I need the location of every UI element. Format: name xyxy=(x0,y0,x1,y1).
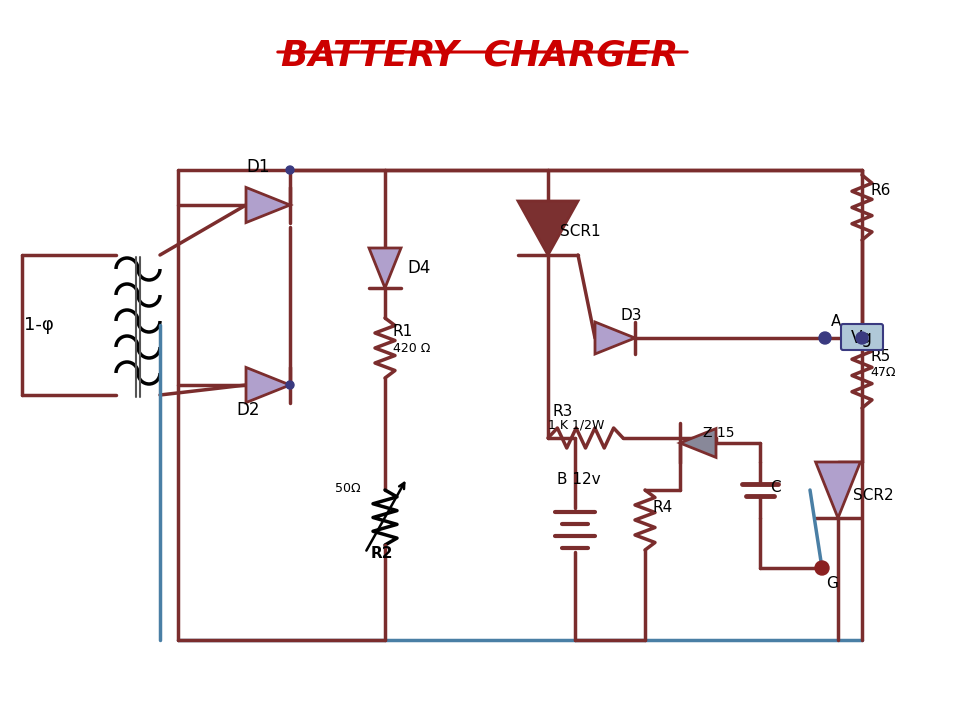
Polygon shape xyxy=(246,367,290,402)
Text: D4: D4 xyxy=(407,259,430,277)
Text: R4: R4 xyxy=(653,500,673,515)
Text: D1: D1 xyxy=(247,158,270,176)
Text: Vg: Vg xyxy=(852,329,873,347)
Text: R2: R2 xyxy=(371,546,394,561)
Circle shape xyxy=(286,381,294,389)
Text: C: C xyxy=(770,480,780,495)
Circle shape xyxy=(815,561,829,575)
Text: Z 15: Z 15 xyxy=(703,426,734,440)
Polygon shape xyxy=(680,428,716,457)
Text: 50Ω: 50Ω xyxy=(335,482,361,495)
Text: R6: R6 xyxy=(870,183,890,198)
Text: D2: D2 xyxy=(236,401,260,419)
Polygon shape xyxy=(518,201,578,255)
Polygon shape xyxy=(246,187,290,222)
Circle shape xyxy=(286,166,294,174)
Text: SCR1: SCR1 xyxy=(560,224,601,239)
Text: R1: R1 xyxy=(393,324,413,339)
Text: D3: D3 xyxy=(620,308,641,323)
Circle shape xyxy=(819,332,831,344)
Text: 1-φ: 1-φ xyxy=(24,316,54,334)
Text: R3: R3 xyxy=(553,404,573,419)
Text: B 12v: B 12v xyxy=(557,472,601,487)
Text: A: A xyxy=(831,314,841,329)
Text: 47Ω: 47Ω xyxy=(870,366,896,379)
Text: BATTERY  CHARGER: BATTERY CHARGER xyxy=(281,38,679,72)
Text: 420 Ω: 420 Ω xyxy=(393,342,430,355)
Polygon shape xyxy=(816,462,860,518)
Text: G: G xyxy=(826,576,838,591)
Text: SCR2: SCR2 xyxy=(853,488,894,503)
Text: 1 K 1/2W: 1 K 1/2W xyxy=(548,418,605,431)
Polygon shape xyxy=(369,248,401,288)
Circle shape xyxy=(856,332,868,344)
Text: R5: R5 xyxy=(870,349,890,364)
Polygon shape xyxy=(595,322,635,354)
FancyBboxPatch shape xyxy=(841,324,883,350)
